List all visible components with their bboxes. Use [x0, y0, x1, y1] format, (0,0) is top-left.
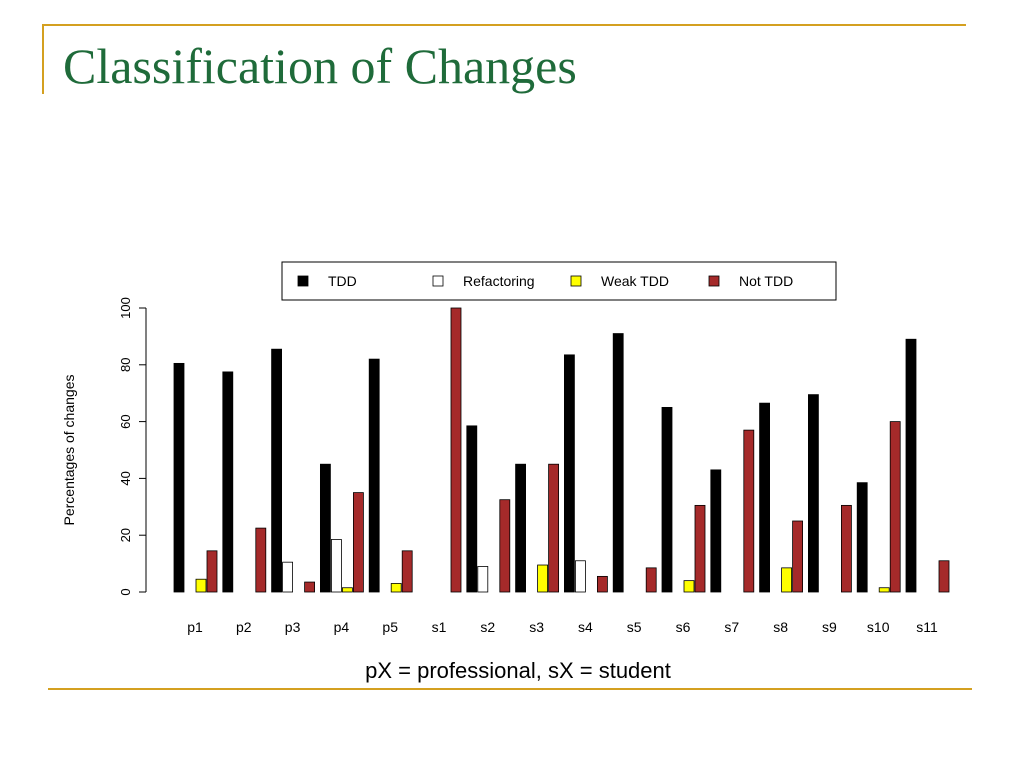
bar-weak-tdd-p4 [341, 587, 353, 593]
bar-tdd-p3 [271, 348, 283, 593]
bar-tdd-s4 [564, 354, 575, 593]
x-tick-label-s10: s10 [867, 619, 890, 635]
y-tick-label: 0 [118, 588, 133, 595]
slide-caption: pX = professional, sX = student [365, 658, 671, 683]
legend-label-tdd: TDD [328, 273, 357, 289]
bar-weak-tdd-s8 [781, 567, 792, 593]
bar-tdd-p5 [368, 358, 380, 593]
bar-refactoring-s2 [477, 566, 489, 593]
bar-tdd-s8 [759, 402, 770, 593]
bar-not-tdd-s11 [938, 560, 950, 593]
bar-not-tdd-s1 [450, 307, 462, 593]
bar-tdd-s7 [710, 469, 722, 593]
bar-refactoring-s4 [575, 560, 586, 593]
bar-tdd-s10 [856, 482, 868, 593]
bar-refactoring-p4 [330, 539, 342, 593]
bar-tdd-s9 [808, 394, 819, 593]
x-tick-label-p3: p3 [285, 619, 301, 635]
bar-not-tdd-s2 [499, 499, 511, 593]
bar-tdd-p4 [319, 463, 331, 593]
bar-not-tdd-s10 [889, 421, 901, 593]
y-tick-label: 80 [118, 358, 133, 372]
bar-not-tdd-p4 [352, 492, 364, 593]
x-tick-label-s6: s6 [676, 619, 691, 635]
x-tick-label-s8: s8 [773, 619, 788, 635]
chart-legend: TDD Refactoring Weak TDD Not TDD [281, 261, 837, 301]
bar-tdd-s3 [515, 463, 526, 593]
bar-tdd-s2 [466, 425, 478, 593]
bar-weak-tdd-s10 [878, 587, 890, 593]
x-tick-label-s7: s7 [724, 619, 739, 635]
x-tick-label-p4: p4 [334, 619, 350, 635]
x-tick-label-s11: s11 [916, 619, 938, 635]
bar-tdd-p1 [173, 362, 185, 593]
bottom-rule [48, 688, 972, 690]
bar-tdd-s11 [905, 338, 917, 593]
y-tick-label: 60 [118, 414, 133, 428]
top-rule [42, 24, 966, 26]
y-tick-label: 20 [118, 528, 133, 542]
left-rule [42, 24, 44, 94]
slide-title: Classification of Changes [63, 38, 577, 94]
bar-not-tdd-s9 [841, 504, 852, 593]
x-tick-label-s9: s9 [822, 619, 837, 635]
bar-weak-tdd-s6 [683, 580, 695, 593]
x-tick-label-s3: s3 [529, 619, 544, 635]
bar-weak-tdd-p1 [195, 578, 207, 593]
bar-not-tdd-s8 [792, 520, 803, 593]
legend-label-not-tdd: Not TDD [739, 273, 793, 289]
bar-not-tdd-s3 [548, 463, 559, 593]
bar-not-tdd-p5 [401, 550, 413, 593]
y-axis-label: Percentages of changes [61, 375, 77, 526]
y-tick-label: 40 [118, 471, 133, 485]
legend-label-refactoring: Refactoring [463, 273, 535, 289]
bar-not-tdd-s4 [597, 575, 608, 593]
legend-box [281, 261, 837, 301]
bar-tdd-p2 [222, 371, 234, 593]
legend-swatch-tdd [297, 275, 309, 287]
bar-weak-tdd-s3 [537, 564, 548, 593]
legend-swatch-not-tdd [708, 275, 720, 287]
legend-label-weak-tdd: Weak TDD [601, 273, 669, 289]
bar-not-tdd-s7 [743, 429, 755, 593]
bar-not-tdd-s5 [645, 567, 657, 593]
legend-swatch-weak-tdd [570, 275, 582, 287]
bar-not-tdd-s6 [694, 504, 706, 593]
x-tick-label-s1: s1 [432, 619, 447, 635]
x-tick-label-s5: s5 [627, 619, 642, 635]
legend-swatch-refactoring [432, 275, 444, 287]
x-tick-label-p2: p2 [236, 619, 252, 635]
bar-tdd-s5 [612, 333, 624, 593]
bar-tdd-s6 [661, 406, 673, 593]
bar-not-tdd-p2 [255, 527, 267, 593]
y-tick-label: 100 [118, 297, 133, 319]
x-tick-label-p1: p1 [187, 619, 203, 635]
bar-not-tdd-p1 [206, 550, 218, 593]
x-tick-label-s2: s2 [480, 619, 495, 635]
bar-weak-tdd-p5 [390, 583, 402, 593]
x-tick-label-p5: p5 [382, 619, 398, 635]
x-tick-label-s4: s4 [578, 619, 593, 635]
bar-refactoring-p3 [282, 561, 294, 593]
bar-not-tdd-p3 [304, 581, 316, 593]
